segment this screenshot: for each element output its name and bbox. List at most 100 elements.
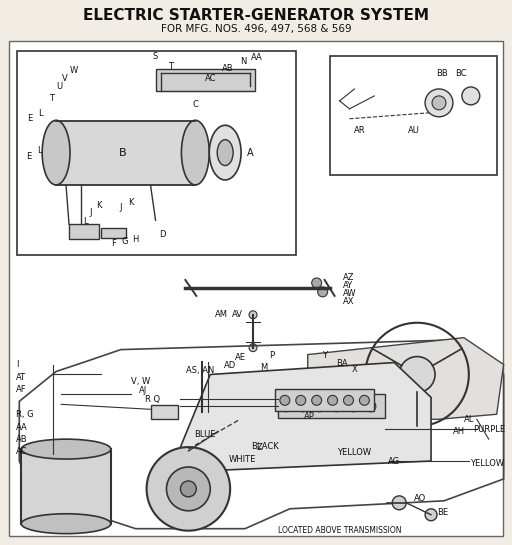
Text: AT: AT: [16, 373, 27, 382]
Bar: [101, 228, 126, 238]
Text: AX: AX: [343, 298, 354, 306]
Circle shape: [365, 401, 376, 412]
Text: R Q: R Q: [145, 395, 160, 404]
Text: K: K: [96, 201, 101, 210]
Text: C: C: [193, 100, 198, 109]
Ellipse shape: [22, 514, 111, 534]
Text: S: S: [153, 52, 158, 61]
Circle shape: [180, 481, 196, 497]
Circle shape: [392, 496, 406, 510]
Text: I: I: [16, 360, 19, 369]
Bar: [69, 224, 99, 239]
Circle shape: [399, 356, 435, 392]
Text: Y: Y: [322, 351, 327, 360]
Text: G: G: [121, 237, 128, 246]
Bar: [156, 69, 255, 91]
Text: E: E: [28, 114, 33, 123]
Text: AD: AD: [224, 361, 236, 370]
Circle shape: [328, 395, 337, 405]
Bar: [56, 121, 196, 185]
Text: T: T: [168, 62, 173, 71]
Text: T: T: [49, 94, 54, 103]
Circle shape: [331, 401, 342, 412]
Circle shape: [359, 395, 369, 405]
Text: BB: BB: [436, 69, 448, 78]
Polygon shape: [308, 338, 504, 421]
Ellipse shape: [181, 120, 209, 185]
Text: K: K: [128, 198, 134, 207]
Text: AV: AV: [232, 310, 243, 319]
Text: AB: AB: [16, 435, 28, 444]
Circle shape: [348, 401, 359, 412]
Text: AA: AA: [251, 53, 263, 62]
Polygon shape: [180, 362, 431, 471]
Text: X: X: [352, 365, 357, 374]
Text: AF: AF: [16, 385, 27, 394]
Text: AC: AC: [16, 446, 28, 456]
Circle shape: [281, 401, 291, 412]
Text: V, W: V, W: [131, 377, 150, 386]
Circle shape: [462, 87, 480, 105]
Text: YELLOW: YELLOW: [337, 447, 372, 457]
Circle shape: [166, 467, 210, 511]
Circle shape: [425, 509, 437, 520]
Text: AL: AL: [464, 415, 474, 424]
Text: LOCATED ABOVE TRANSMISSION: LOCATED ABOVE TRANSMISSION: [278, 526, 401, 535]
Ellipse shape: [217, 140, 233, 166]
Circle shape: [296, 395, 306, 405]
Text: YELLOW: YELLOW: [470, 458, 504, 468]
Text: L: L: [38, 109, 42, 118]
Circle shape: [344, 395, 353, 405]
Text: N: N: [240, 57, 246, 66]
Text: P: P: [269, 351, 274, 360]
Ellipse shape: [209, 125, 241, 180]
Text: BE: BE: [437, 508, 448, 517]
Text: A: A: [247, 148, 253, 158]
Text: BC: BC: [455, 69, 467, 78]
Text: BA: BA: [336, 359, 347, 368]
Bar: [151, 405, 178, 419]
Text: R, G: R, G: [16, 410, 34, 419]
Text: V: V: [62, 74, 68, 83]
Circle shape: [249, 311, 257, 319]
Circle shape: [425, 89, 453, 117]
Circle shape: [146, 447, 230, 531]
Text: PURPLE: PURPLE: [474, 425, 506, 434]
Text: L: L: [83, 217, 88, 226]
Text: AP: AP: [304, 412, 315, 421]
Text: ELECTRIC STARTER-GENERATOR SYSTEM: ELECTRIC STARTER-GENERATOR SYSTEM: [83, 8, 429, 23]
Text: L: L: [37, 146, 41, 155]
Text: AC: AC: [204, 74, 216, 83]
Circle shape: [317, 287, 328, 297]
Text: Z: Z: [257, 443, 263, 452]
Text: AB: AB: [222, 64, 234, 73]
Ellipse shape: [22, 439, 111, 459]
Circle shape: [249, 344, 257, 352]
Text: H: H: [133, 235, 139, 244]
Text: BLUE: BLUE: [195, 429, 216, 439]
Bar: [330, 56, 497, 175]
Text: AH: AH: [453, 427, 465, 435]
Text: FOR MFG. NOS. 496, 497, 568 & 569: FOR MFG. NOS. 496, 497, 568 & 569: [161, 24, 351, 34]
Text: U: U: [56, 82, 62, 91]
Text: AA: AA: [16, 423, 28, 432]
Text: F: F: [111, 239, 116, 248]
Text: W: W: [70, 66, 78, 75]
Text: J: J: [119, 203, 122, 213]
Circle shape: [432, 96, 446, 110]
Text: E: E: [27, 152, 32, 161]
Circle shape: [314, 401, 325, 412]
Text: B: B: [119, 148, 126, 158]
Text: AZ: AZ: [343, 274, 354, 282]
Text: AY: AY: [343, 281, 353, 290]
Text: AU: AU: [408, 126, 420, 135]
Text: AR: AR: [354, 126, 365, 135]
Circle shape: [312, 395, 322, 405]
Ellipse shape: [42, 120, 70, 185]
Circle shape: [297, 401, 308, 412]
Text: AO: AO: [414, 494, 426, 504]
Text: D: D: [159, 230, 166, 239]
Text: M: M: [260, 363, 268, 372]
Text: AE: AE: [234, 353, 246, 362]
Bar: [278, 395, 386, 418]
